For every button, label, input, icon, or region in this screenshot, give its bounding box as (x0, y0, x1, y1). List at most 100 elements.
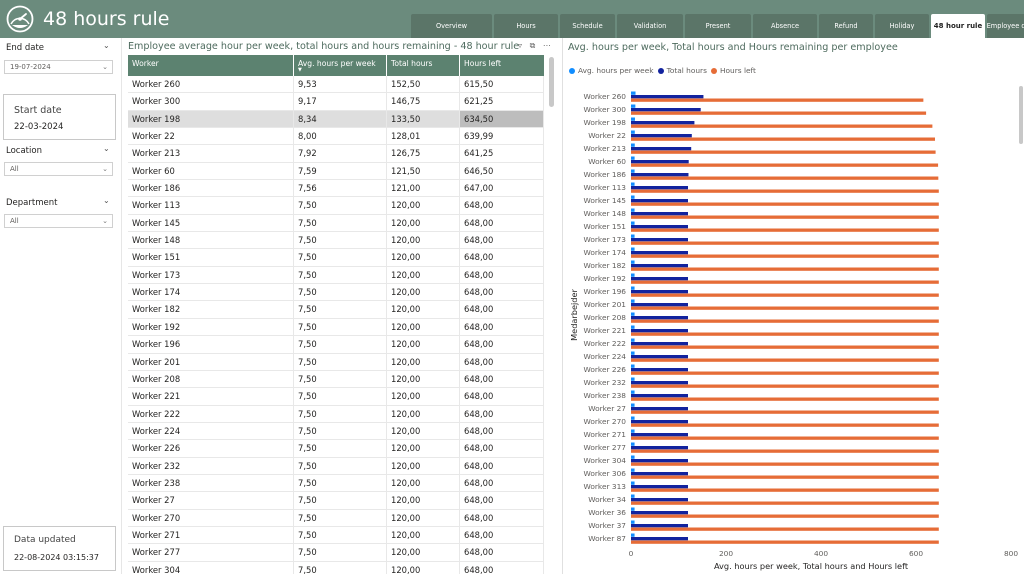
tab-48-hour-rule[interactable]: 48 hour rule (931, 14, 985, 38)
bar-avg-hours-per-week[interactable] (631, 325, 635, 329)
more-options-icon[interactable]: ⋯ (542, 41, 551, 50)
legend-item[interactable]: Total hours (657, 66, 707, 75)
bar-total-hours[interactable] (631, 537, 688, 541)
bar-hours-left[interactable] (631, 293, 939, 297)
tab-holiday[interactable]: Holiday (875, 14, 929, 38)
bar-total-hours[interactable] (631, 342, 688, 346)
table-row[interactable]: Worker 271 7,50 120,00 648,00 (128, 526, 544, 545)
bar-avg-hours-per-week[interactable] (631, 91, 636, 95)
bar-avg-hours-per-week[interactable] (631, 312, 635, 316)
bar-avg-hours-per-week[interactable] (631, 403, 635, 407)
tab-hours[interactable]: Hours (494, 14, 558, 38)
table-row[interactable]: Worker 145 7,50 120,00 648,00 (128, 214, 544, 233)
bar-avg-hours-per-week[interactable] (631, 104, 636, 108)
bar-avg-hours-per-week[interactable] (631, 117, 635, 121)
bar-avg-hours-per-week[interactable] (631, 260, 635, 264)
table-row[interactable]: Worker 222 7,50 120,00 648,00 (128, 405, 544, 423)
bar-total-hours[interactable] (631, 238, 688, 242)
bar-total-hours[interactable] (631, 368, 688, 372)
bar-hours-left[interactable] (631, 436, 939, 440)
bar-total-hours[interactable] (631, 485, 688, 489)
bar-hours-left[interactable] (631, 475, 939, 479)
bar-hours-left[interactable] (631, 332, 939, 336)
table-row[interactable]: Worker 213 7,92 126,75 641,25 (128, 145, 544, 163)
legend-item[interactable]: Hours left (710, 66, 756, 75)
bar-avg-hours-per-week[interactable] (631, 533, 635, 537)
table-row[interactable]: Worker 238 7,50 120,00 648,00 (128, 474, 544, 493)
bar-hours-left[interactable] (631, 540, 939, 544)
bar-hours-left[interactable] (631, 150, 936, 154)
table-row[interactable]: Worker 27 7,50 120,00 648,00 (128, 492, 544, 510)
tab-validation[interactable]: Validation (617, 14, 683, 38)
bar-total-hours[interactable] (631, 121, 695, 125)
filter-icon[interactable]: ▿ (518, 41, 523, 50)
column-header-avg-hours[interactable]: Avg. hours per week ▼ (294, 55, 387, 76)
bar-total-hours[interactable] (631, 524, 688, 528)
bar-hours-left[interactable] (631, 215, 939, 219)
bar-hours-left[interactable] (631, 163, 939, 167)
bar-avg-hours-per-week[interactable] (631, 390, 635, 394)
bar-total-hours[interactable] (631, 251, 688, 255)
bar-hours-left[interactable] (631, 514, 939, 518)
table-row[interactable]: Worker 260 9,53 152,50 615,50 (128, 76, 544, 94)
bar-avg-hours-per-week[interactable] (631, 234, 635, 238)
bar-hours-left[interactable] (631, 228, 939, 232)
bar-hours-left[interactable] (631, 280, 939, 284)
bar-hours-left[interactable] (631, 306, 939, 310)
bar-total-hours[interactable] (631, 394, 688, 398)
bar-hours-left[interactable] (631, 124, 933, 128)
bar-avg-hours-per-week[interactable] (631, 182, 635, 186)
bar-avg-hours-per-week[interactable] (631, 481, 635, 485)
table-row[interactable]: Worker 182 7,50 120,00 648,00 (128, 301, 544, 319)
tab-overview[interactable]: Overview (411, 14, 492, 38)
bar-avg-hours-per-week[interactable] (631, 169, 635, 173)
bar-hours-left[interactable] (631, 384, 939, 388)
bar-hours-left[interactable] (631, 423, 939, 427)
tab-absence[interactable]: Absence (753, 14, 817, 38)
bar-avg-hours-per-week[interactable] (631, 364, 635, 368)
table-row[interactable]: Worker 174 7,50 120,00 648,00 (128, 284, 544, 302)
bar-avg-hours-per-week[interactable] (631, 247, 635, 251)
bar-total-hours[interactable] (631, 407, 688, 411)
table-row[interactable]: Worker 22 8,00 128,01 639,99 (128, 128, 544, 146)
bar-hours-left[interactable] (631, 319, 939, 323)
bar-avg-hours-per-week[interactable] (631, 156, 635, 160)
bar-avg-hours-per-week[interactable] (631, 520, 635, 524)
table-row[interactable]: Worker 151 7,50 120,00 648,00 (128, 249, 544, 267)
location-dropdown[interactable]: All ⌄ (4, 162, 113, 176)
tab-employee-details[interactable]: Employee details (987, 14, 1024, 38)
column-header-worker[interactable]: Worker (128, 55, 294, 76)
table-row[interactable]: Worker 148 7,50 120,00 648,00 (128, 232, 544, 250)
table-row[interactable]: Worker 304 7,50 120,00 648,00 (128, 561, 544, 574)
table-row[interactable]: Worker 192 7,50 120,00 648,00 (128, 318, 544, 337)
focus-mode-icon[interactable]: ⧉ (529, 41, 536, 50)
tab-present[interactable]: Present (685, 14, 751, 38)
bar-avg-hours-per-week[interactable] (631, 195, 635, 199)
chevron-down-icon[interactable]: ⌄ (103, 41, 110, 50)
table-row[interactable]: Worker 201 7,50 120,00 648,00 (128, 353, 544, 371)
bar-hours-left[interactable] (631, 98, 924, 102)
bar-total-hours[interactable] (631, 212, 688, 216)
table-row[interactable]: Worker 196 7,50 120,00 648,00 (128, 336, 544, 354)
bar-avg-hours-per-week[interactable] (631, 338, 635, 342)
bar-avg-hours-per-week[interactable] (631, 507, 635, 511)
bar-hours-left[interactable] (631, 176, 939, 180)
column-header-total-hours[interactable]: Total hours (387, 55, 460, 76)
bar-avg-hours-per-week[interactable] (631, 221, 635, 225)
table-row[interactable]: Worker 277 7,50 120,00 648,00 (128, 544, 544, 562)
bar-total-hours[interactable] (631, 147, 692, 151)
table-row[interactable]: Worker 224 7,50 120,00 648,00 (128, 422, 544, 441)
bar-total-hours[interactable] (631, 264, 688, 268)
bar-total-hours[interactable] (631, 511, 688, 515)
bar-total-hours[interactable] (631, 290, 688, 294)
bar-total-hours[interactable] (631, 186, 688, 190)
table-row[interactable]: Worker 226 7,50 120,00 648,00 (128, 440, 544, 458)
table-row[interactable]: Worker 208 7,50 120,00 648,00 (128, 370, 544, 389)
department-dropdown[interactable]: All ⌄ (4, 214, 113, 228)
bar-hours-left[interactable] (631, 241, 939, 245)
table-row[interactable]: Worker 60 7,59 121,50 646,50 (128, 162, 544, 181)
chevron-down-icon[interactable]: ⌄ (103, 196, 110, 205)
bar-hours-left[interactable] (631, 462, 939, 466)
bar-hours-left[interactable] (631, 254, 939, 258)
bar-total-hours[interactable] (631, 160, 689, 164)
